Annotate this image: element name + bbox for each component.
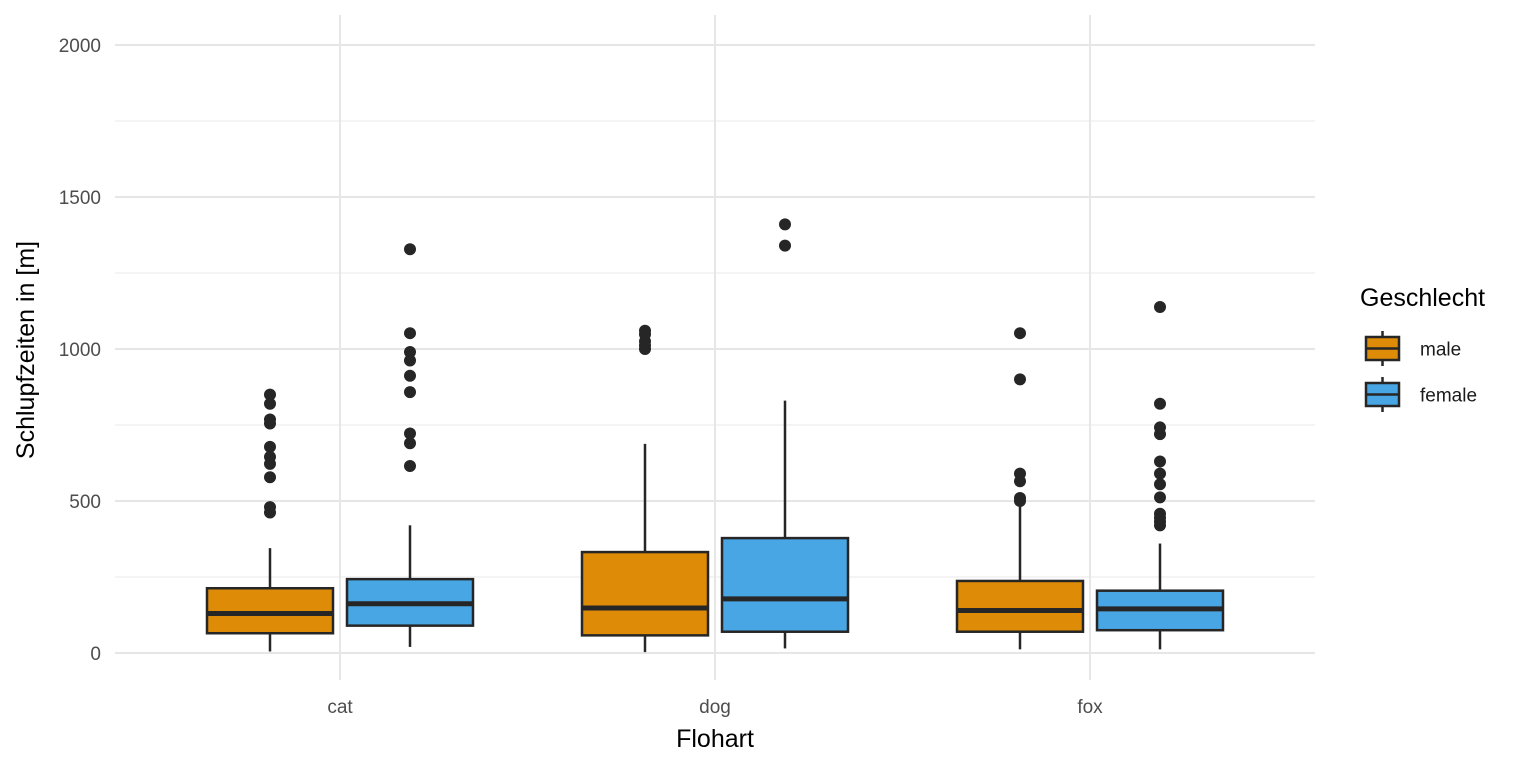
legend: Geschlecht male female [1360,284,1485,412]
outlier-point [779,218,791,231]
outlier-point [1014,491,1026,504]
outlier-point [404,346,416,359]
box-body [720,536,850,633]
outlier-point [264,388,276,401]
outlier-point [264,397,276,410]
outlier-point [264,450,276,463]
box-male-fox [955,327,1085,650]
outlier-point [264,501,276,514]
outlier-point [779,239,791,252]
outlier-point [264,413,276,426]
grid [115,15,1315,680]
outlier-point [1154,467,1166,480]
outlier-point [1014,327,1026,340]
outlier-point [404,386,416,399]
box-body [205,586,335,635]
x-tick-label: cat [327,697,353,718]
outlier-point [404,243,416,256]
outlier-point [264,471,276,484]
outlier-point [639,324,651,337]
legend-title: Geschlecht [1360,284,1485,312]
legend-label: male [1420,340,1461,361]
legend-item-male: male [1364,331,1461,366]
box-female-fox [1095,301,1225,650]
box-female-cat [345,243,475,647]
box-male-dog [580,324,710,653]
legend-item-female: female [1364,377,1477,412]
y-tick-label: 0 [90,644,101,665]
outlier-point [404,437,416,450]
outlier-point [1154,397,1166,410]
box-male-cat [205,388,335,652]
legend-label: female [1420,386,1477,407]
x-axis-title: Flohart [676,725,754,753]
outlier-point [1154,301,1166,314]
x-tick-label: dog [699,697,731,718]
x-tick-label: fox [1077,697,1103,718]
box-female-dog [720,218,850,649]
outlier-point [1014,373,1026,386]
y-tick-label: 500 [69,492,101,513]
outlier-point [404,369,416,382]
y-tick-label: 1000 [59,340,101,361]
box-body [955,579,1085,633]
y-tick-label: 1500 [59,188,101,209]
outlier-point [1154,455,1166,468]
outlier-point [404,327,416,340]
y-axis-ticks: 0 500 1000 1500 2000 [59,36,101,665]
outlier-point [1014,467,1026,480]
outlier-point [404,460,416,473]
outlier-point [1154,491,1166,504]
y-axis-title: Schlupfzeiten in [m] [12,241,40,459]
outlier-point [404,354,416,367]
outlier-point [1154,478,1166,491]
x-axis-ticks: cat dog fox [327,697,1103,718]
outlier-point [1154,507,1166,520]
box-body [580,550,710,637]
boxes [205,218,1225,653]
outlier-point [264,440,276,453]
outlier-point [404,427,416,440]
y-tick-label: 2000 [59,36,101,57]
outlier-point [1154,421,1166,434]
